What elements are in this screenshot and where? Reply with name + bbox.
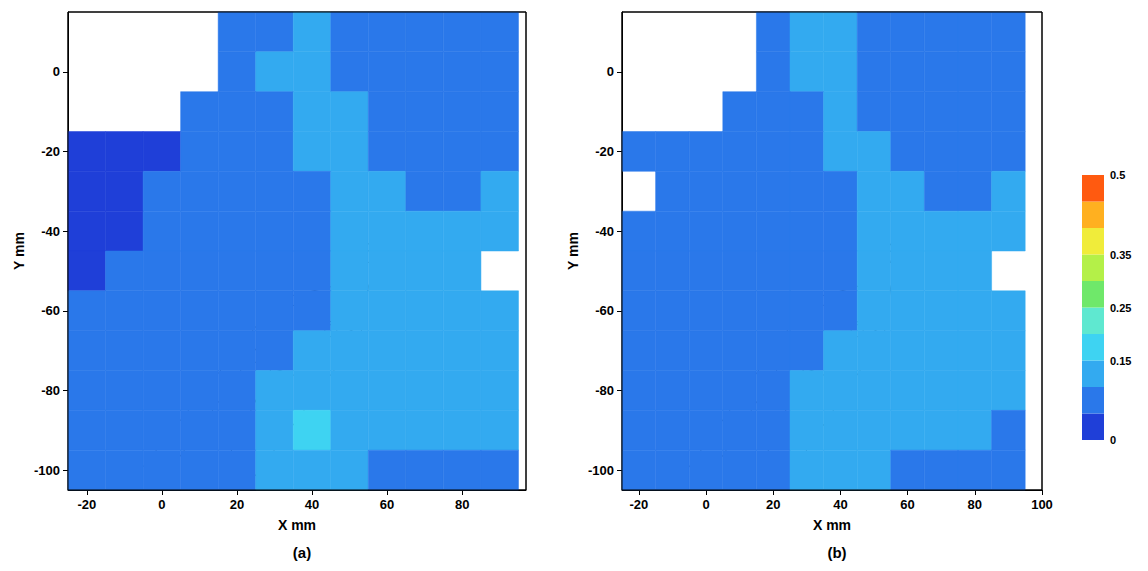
svg-text:-80: -80 (595, 383, 614, 398)
svg-text:Y mm: Y mm (11, 232, 27, 270)
svg-text:-40: -40 (41, 224, 60, 239)
svg-text:-20: -20 (77, 497, 96, 512)
svg-text:(a): (a) (293, 544, 311, 561)
svg-text:40: 40 (305, 497, 319, 512)
svg-text:0.15: 0.15 (1110, 355, 1131, 367)
svg-text:100: 100 (1031, 497, 1053, 512)
svg-text:60: 60 (380, 497, 394, 512)
svg-text:-20: -20 (41, 144, 60, 159)
svg-text:80: 80 (455, 497, 469, 512)
svg-text:-60: -60 (595, 303, 614, 318)
svg-text:0.5: 0.5 (1110, 169, 1125, 181)
svg-text:-40: -40 (595, 224, 614, 239)
svg-text:Y mm: Y mm (565, 232, 581, 270)
svg-text:-20: -20 (629, 497, 648, 512)
svg-text:80: 80 (968, 497, 982, 512)
svg-text:0: 0 (158, 497, 165, 512)
svg-text:(b): (b) (827, 544, 846, 561)
svg-text:0.35: 0.35 (1110, 249, 1131, 261)
svg-text:X mm: X mm (813, 517, 851, 533)
svg-text:-60: -60 (41, 303, 60, 318)
svg-text:60: 60 (900, 497, 914, 512)
svg-text:-80: -80 (41, 383, 60, 398)
svg-text:X mm: X mm (278, 517, 316, 533)
svg-text:0.25: 0.25 (1110, 302, 1131, 314)
svg-text:20: 20 (766, 497, 780, 512)
svg-text:0: 0 (1110, 434, 1116, 446)
svg-text:40: 40 (833, 497, 847, 512)
svg-text:0: 0 (53, 64, 60, 79)
svg-text:-20: -20 (595, 144, 614, 159)
svg-text:-100: -100 (588, 463, 614, 478)
svg-text:0: 0 (607, 64, 614, 79)
svg-text:-100: -100 (34, 463, 60, 478)
svg-text:0: 0 (702, 497, 709, 512)
svg-text:20: 20 (230, 497, 244, 512)
